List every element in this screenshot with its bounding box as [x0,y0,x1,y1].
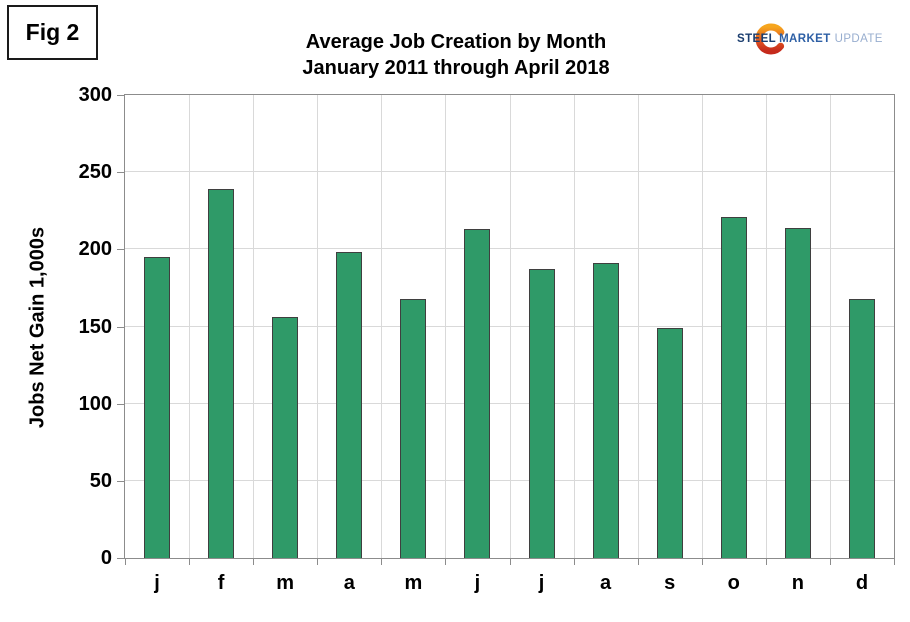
logo-text: STEEL MARKET UPDATE [737,33,883,45]
x-tick-11 [829,559,831,565]
y-tick-0 [117,558,124,559]
x-label-s-9: s [664,572,676,594]
x-tick-6 [509,559,511,565]
bar-m-5 [400,298,427,558]
figure-label-box: Fig 2 [7,5,98,60]
x-label-a-4: a [343,572,355,594]
steel-market-update-logo: STEEL MARKET UPDATE [735,23,882,59]
chart-title-line1: Average Job Creation by Month [305,31,607,53]
x-tick-3 [317,559,319,565]
y-tick-label-50: 50 [89,469,112,492]
x-label-j-7: j [538,572,545,594]
y-tick-200 [117,249,124,251]
logo-word-market: MARKET [779,33,831,45]
figure-label: Fig 2 [25,19,80,45]
v-gridline-2 [253,95,255,558]
x-label-j-1: j [154,572,160,594]
bar-s-9 [656,328,683,558]
y-tick-300 [117,95,124,96]
bar-j-6 [464,229,491,558]
chart-title-line2: January 2011 through April 2018 [302,57,610,79]
y-tick-label-100: 100 [78,392,112,415]
bar-m-3 [272,317,299,558]
v-gridline-4 [381,95,383,558]
y-tick-150 [117,326,124,328]
x-tick-5 [445,559,447,565]
x-label-m-5: m [404,572,423,594]
x-tick-10 [765,559,767,565]
y-tick-label-300: 300 [78,84,112,106]
bar-a-4 [336,252,363,558]
y-tick-label-0: 0 [100,547,112,569]
x-label-m-3: m [276,572,295,594]
x-label-n-11: n [791,572,804,594]
x-tick-0 [125,559,126,565]
v-gridline-7 [573,95,575,558]
x-tick-9 [701,559,703,565]
x-tick-8 [637,559,639,565]
bar-j-7 [528,269,555,558]
x-tick-1 [189,559,191,565]
x-tick-2 [253,559,255,565]
y-tick-50 [117,480,124,482]
x-label-f-2: f [217,572,225,594]
v-gridline-10 [765,95,767,558]
x-tick-4 [381,559,383,565]
x-label-o-10: o [727,572,740,594]
chart-title: Average Job Creation by Month January 20… [100,29,812,81]
y-tick-250 [117,172,124,174]
y-tick-100 [117,403,124,405]
bar-f-2 [208,189,235,558]
x-tick-12 [894,559,895,565]
bar-a-8 [592,263,619,558]
plot-area [124,94,895,559]
x-label-d-12: d [855,572,869,594]
bar-n-11 [784,227,811,558]
bar-o-10 [720,216,747,558]
v-gridline-1 [189,95,191,558]
x-tick-7 [573,559,575,565]
y-tick-label-150: 150 [78,315,112,338]
v-gridline-11 [829,95,831,558]
y-tick-label-200: 200 [78,238,112,261]
x-label-a-8: a [600,572,612,594]
y-tick-label-250: 250 [78,161,112,184]
x-label-j-6: j [474,572,481,594]
logo-crescent-icon [755,23,787,55]
v-gridline-9 [701,95,703,558]
v-gridline-8 [637,95,639,558]
logo-word-update: UPDATE [834,33,883,45]
bar-j-1 [144,257,171,558]
v-gridline-3 [317,95,319,558]
bar-d-12 [848,298,875,558]
v-gridline-5 [445,95,447,558]
v-gridline-6 [509,95,511,558]
logo-word-steel: STEEL [737,33,777,45]
